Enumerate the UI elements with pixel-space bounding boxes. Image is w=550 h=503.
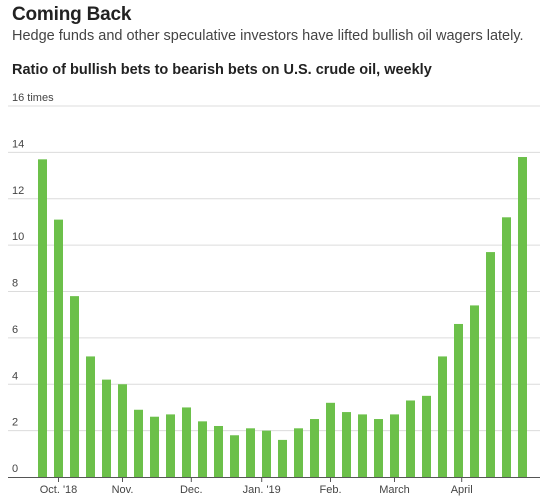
x-tick-label: Dec. xyxy=(180,484,203,496)
bar xyxy=(502,217,511,478)
x-axis-labels: Oct. '18 Nov. Dec. Jan. '19 Feb. March April xyxy=(40,484,473,496)
chart-subtitle: Hedge funds and other speculative invest… xyxy=(12,28,524,44)
bar xyxy=(214,425,223,477)
bar xyxy=(294,428,303,477)
bar xyxy=(70,296,79,477)
y-axis-labels: 0 2 4 6 8 10 12 14 16 times xyxy=(12,92,54,475)
bar xyxy=(150,416,159,477)
bar xyxy=(342,412,351,477)
bar xyxy=(86,356,95,477)
x-tick-label: Nov. xyxy=(112,484,134,496)
grid-lines xyxy=(8,105,540,432)
x-tick-label: Oct. '18 xyxy=(40,484,78,496)
bar xyxy=(246,428,255,477)
y-tick-label: 10 xyxy=(12,231,24,243)
y-tick-label: 16 times xyxy=(12,92,54,104)
bar xyxy=(390,414,399,477)
bar xyxy=(230,435,239,477)
bar xyxy=(438,356,447,477)
x-tick-label: Feb. xyxy=(319,484,341,496)
y-tick-label: 12 xyxy=(12,185,24,197)
x-tick-label: Jan. '19 xyxy=(243,484,281,496)
bar xyxy=(102,379,111,477)
bar xyxy=(326,402,335,477)
bar xyxy=(278,439,287,477)
bar xyxy=(134,409,143,477)
bar xyxy=(182,407,191,477)
y-tick-label: 0 xyxy=(12,463,18,475)
bar xyxy=(422,395,431,477)
bar xyxy=(166,414,175,477)
y-tick-label: 8 xyxy=(12,278,18,290)
bar xyxy=(470,305,479,477)
bar xyxy=(198,421,207,477)
chart-headline: Coming Back xyxy=(12,4,132,25)
y-tick-label: 6 xyxy=(12,324,18,336)
y-tick-label: 4 xyxy=(12,370,18,382)
bar xyxy=(374,419,383,477)
x-tick-label: April xyxy=(451,484,473,496)
bar xyxy=(54,219,63,477)
bar xyxy=(262,430,271,477)
x-axis-ticks xyxy=(58,477,463,482)
bar xyxy=(454,323,463,477)
bar xyxy=(38,159,47,478)
y-tick-label: 14 xyxy=(12,138,24,150)
bar xyxy=(486,252,495,477)
bar xyxy=(118,384,127,477)
chart-title: Ratio of bullish bets to bearish bets on… xyxy=(12,62,432,78)
bars xyxy=(38,157,527,478)
y-tick-label: 2 xyxy=(12,417,18,429)
bar xyxy=(310,419,319,477)
x-tick-label: March xyxy=(379,484,410,496)
bar xyxy=(406,400,415,477)
bar xyxy=(358,414,367,477)
bar xyxy=(518,157,527,477)
